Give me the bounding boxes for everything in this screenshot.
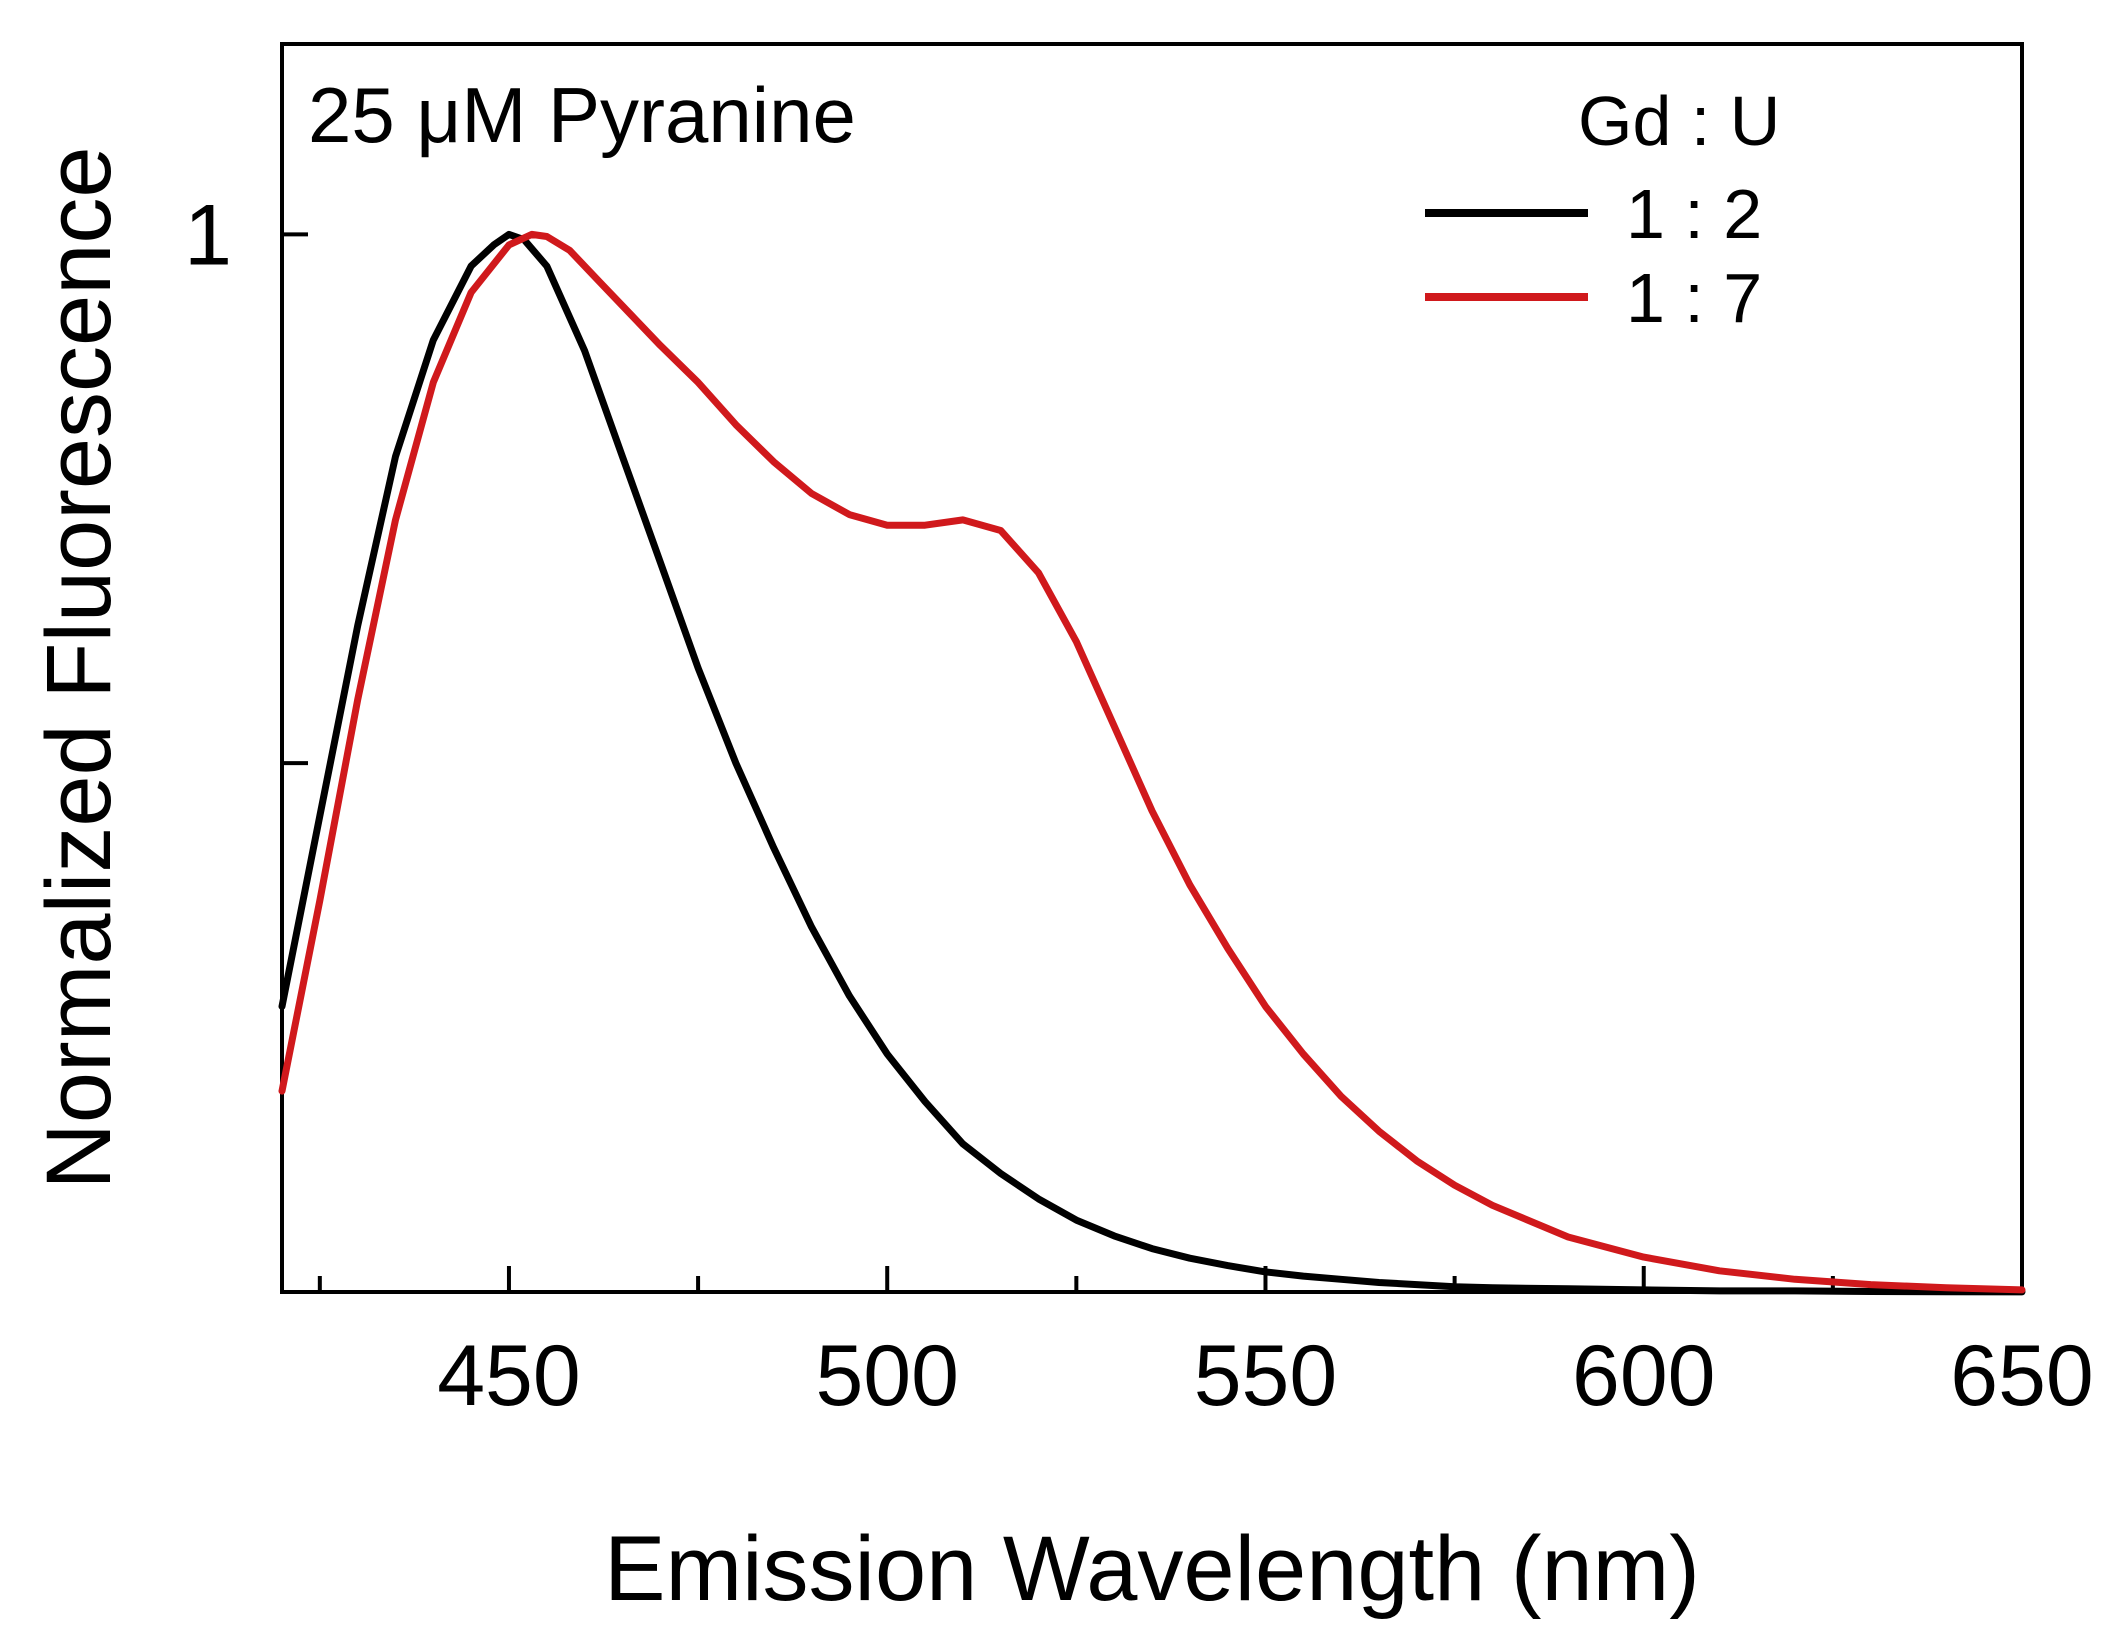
y-tick-label: 1 [184, 187, 232, 283]
x-tick-label: 550 [1194, 1328, 1338, 1424]
annotation-label: 25 μM Pyranine [308, 71, 856, 159]
x-tick-label: 650 [1950, 1328, 2094, 1424]
plot-frame [280, 42, 2024, 1294]
legend-label-1-2: 1 : 2 [1626, 175, 1762, 253]
legend-title: Gd : U [1578, 82, 1780, 160]
x-axis-label: Emission Wavelength (nm) [604, 1518, 1700, 1620]
x-tick-label: 450 [437, 1328, 581, 1424]
series-line-1 [278, 230, 2026, 1294]
x-tick-label: 600 [1572, 1328, 1716, 1424]
legend-label-1-7: 1 : 7 [1626, 259, 1762, 337]
series-line-0 [278, 230, 2026, 1296]
x-tick-label: 500 [815, 1328, 959, 1424]
y-axis-label: Normalized Fluorescence [28, 146, 130, 1189]
